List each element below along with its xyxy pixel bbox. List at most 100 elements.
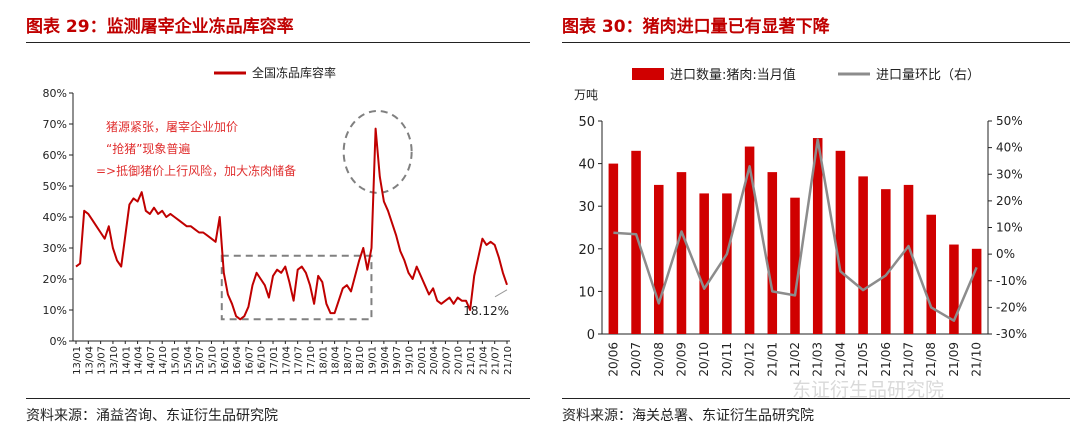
right-panel: 图表 30：猪肉进口量已有显著下降 0 10 20 30 40 50 -30% -20% -10… — [550, 0, 1080, 440]
right-right-y-tick-label: -20% — [996, 300, 1027, 314]
left-x-tick-label: 14/07 — [146, 346, 157, 375]
left-title-rule — [26, 42, 530, 43]
right-source: 资料来源：海关总署、东证衍生品研究院 — [562, 408, 814, 424]
right-chart: 0 10 20 30 40 50 -30% -20% -10% 0% 10% 20% 30% 40% 50%… — [574, 67, 1027, 377]
right-bar — [608, 163, 619, 334]
left-x-tick-label: 21/01 — [466, 346, 477, 375]
left-x-tick-label: 15/10 — [207, 346, 218, 375]
left-x-tick-label: 18/10 — [355, 346, 366, 375]
right-left-y-tick-label: 10 — [578, 285, 595, 300]
right-source-rule — [562, 398, 1070, 399]
right-x-tick-label: 20/06 — [606, 342, 620, 377]
right-right-y-tick-label: 10% — [996, 221, 1023, 235]
left-end-label: 18.12% — [463, 304, 509, 318]
left-chart-title: 图表 29：监测屠宰企业冻品库容率 — [26, 17, 294, 37]
right-bar — [971, 248, 982, 334]
left-x-tick-label: 17/07 — [294, 346, 305, 375]
left-annotation-line: =>抵御猪价上行风险，加大冻肉储备 — [96, 163, 296, 178]
right-x-tick-label: 20/08 — [652, 342, 666, 377]
right-bar — [926, 214, 937, 334]
right-x-tick-label: 20/10 — [697, 342, 711, 377]
left-chart: 0% 10% 20% 30% 40% 50% 60% 70% 80% 13/01 13/04 13/0… — [43, 65, 514, 375]
right-x-tick-label: 21/01 — [765, 342, 779, 377]
left-x-tick-label: 15/04 — [183, 346, 194, 375]
left-y-tick-label: 80% — [43, 87, 67, 100]
right-right-y-tick-label: -30% — [996, 327, 1027, 341]
right-left-y-tick-label: 0 — [587, 328, 595, 343]
right-x-tick-label: 21/05 — [856, 342, 870, 377]
right-right-y-tick-label: -10% — [996, 274, 1027, 288]
left-x-tick-label: 21/04 — [478, 346, 489, 375]
left-annotation-line: 猪源紧张，屠宰企业加价 — [106, 119, 238, 134]
right-x-tick-label: 20/12 — [743, 342, 757, 377]
left-x-tick-label: 13/04 — [84, 346, 95, 375]
left-x-tick-label: 20/01 — [417, 346, 428, 375]
right-bar — [699, 193, 709, 334]
left-x-tick-label: 19/10 — [404, 346, 415, 375]
left-x-tick-label: 16/04 — [232, 346, 243, 375]
left-x-tick-label: 17/04 — [281, 346, 292, 375]
right-legend-bar-swatch — [632, 68, 664, 80]
right-bar — [903, 184, 914, 334]
left-y-tick-label: 70% — [43, 118, 67, 131]
right-x-tick-label: 21/07 — [902, 342, 916, 377]
left-y-tick-label: 0% — [50, 335, 67, 348]
left-x-tick-label: 19/01 — [368, 346, 379, 375]
left-y-tick-label: 20% — [43, 273, 67, 286]
left-x-tick-label: 13/07 — [97, 346, 108, 375]
right-bar — [812, 138, 823, 334]
left-series-line — [75, 127, 508, 321]
right-right-y-tick-label: 30% — [996, 167, 1023, 181]
right-bar — [676, 172, 687, 334]
left-x-tick-label: 21/10 — [503, 346, 514, 375]
left-x-tick-label: 15/01 — [171, 346, 182, 375]
left-x-tick-label: 19/07 — [392, 346, 403, 375]
right-bar — [858, 176, 868, 334]
left-x-tick-label: 15/07 — [195, 346, 206, 375]
left-x-tick-label: 16/10 — [257, 346, 268, 375]
left-x-tick-label: 18/07 — [343, 346, 354, 375]
left-annotation-line: “抢猪”现象普遍 — [106, 141, 190, 156]
right-bar — [653, 184, 664, 334]
left-x-tick-label: 16/07 — [244, 346, 255, 375]
left-y-tick-label: 30% — [43, 242, 67, 255]
left-x-tick-label: 21/07 — [491, 346, 502, 375]
left-x-tick-label: 13/10 — [109, 346, 120, 375]
right-left-y-tick-label: 30 — [578, 200, 595, 215]
right-right-y-tick-label: 20% — [996, 194, 1023, 208]
left-x-tick-label: 18/01 — [318, 346, 329, 375]
right-chart-title: 图表 30：猪肉进口量已有显著下降 — [562, 17, 830, 37]
right-title-rule — [562, 42, 1070, 43]
left-source-rule — [26, 398, 530, 399]
right-x-tick-label: 21/09 — [947, 342, 961, 377]
left-y-tick-label: 50% — [43, 180, 67, 193]
left-highlight-box — [220, 254, 373, 321]
left-x-tick-label: 14/04 — [134, 346, 145, 375]
left-source: 资料来源：涌益咨询、东证衍生品研究院 — [26, 408, 278, 424]
right-left-y-tick-label: 40 — [578, 158, 595, 173]
left-peak-circle — [342, 109, 413, 194]
left-x-tick-label: 14/10 — [158, 346, 169, 375]
right-left-y-tick-label: 20 — [578, 243, 595, 258]
right-bar — [767, 172, 778, 334]
left-x-tick-label: 20/07 — [441, 346, 452, 375]
left-x-tick-label: 17/01 — [269, 346, 280, 375]
right-bar — [722, 193, 732, 334]
right-legend-bar-label: 进口数量:猪肉:当月值 — [670, 67, 796, 83]
left-x-tick-label: 14/01 — [121, 346, 132, 375]
right-bar — [881, 189, 891, 334]
right-legend-line-label: 进口量环比（右） — [876, 68, 980, 83]
right-right-y-tick-label: 40% — [996, 141, 1023, 155]
right-x-tick-label: 21/08 — [924, 342, 938, 377]
right-right-y-tick-label: 0% — [996, 247, 1015, 261]
right-x-tick-label: 20/07 — [629, 342, 643, 377]
right-right-y-tick-label: 50% — [996, 114, 1023, 128]
right-bar — [631, 150, 641, 334]
right-bar — [744, 146, 755, 334]
watermark: 东证衍生品研究院 — [792, 379, 945, 401]
right-x-tick-label: 20/11 — [720, 342, 734, 377]
left-y-tick-label: 10% — [43, 304, 67, 317]
left-x-tick-label: 13/01 — [72, 346, 83, 375]
right-left-axis-unit: 万吨 — [574, 88, 598, 102]
right-x-tick-label: 21/10 — [970, 342, 984, 377]
